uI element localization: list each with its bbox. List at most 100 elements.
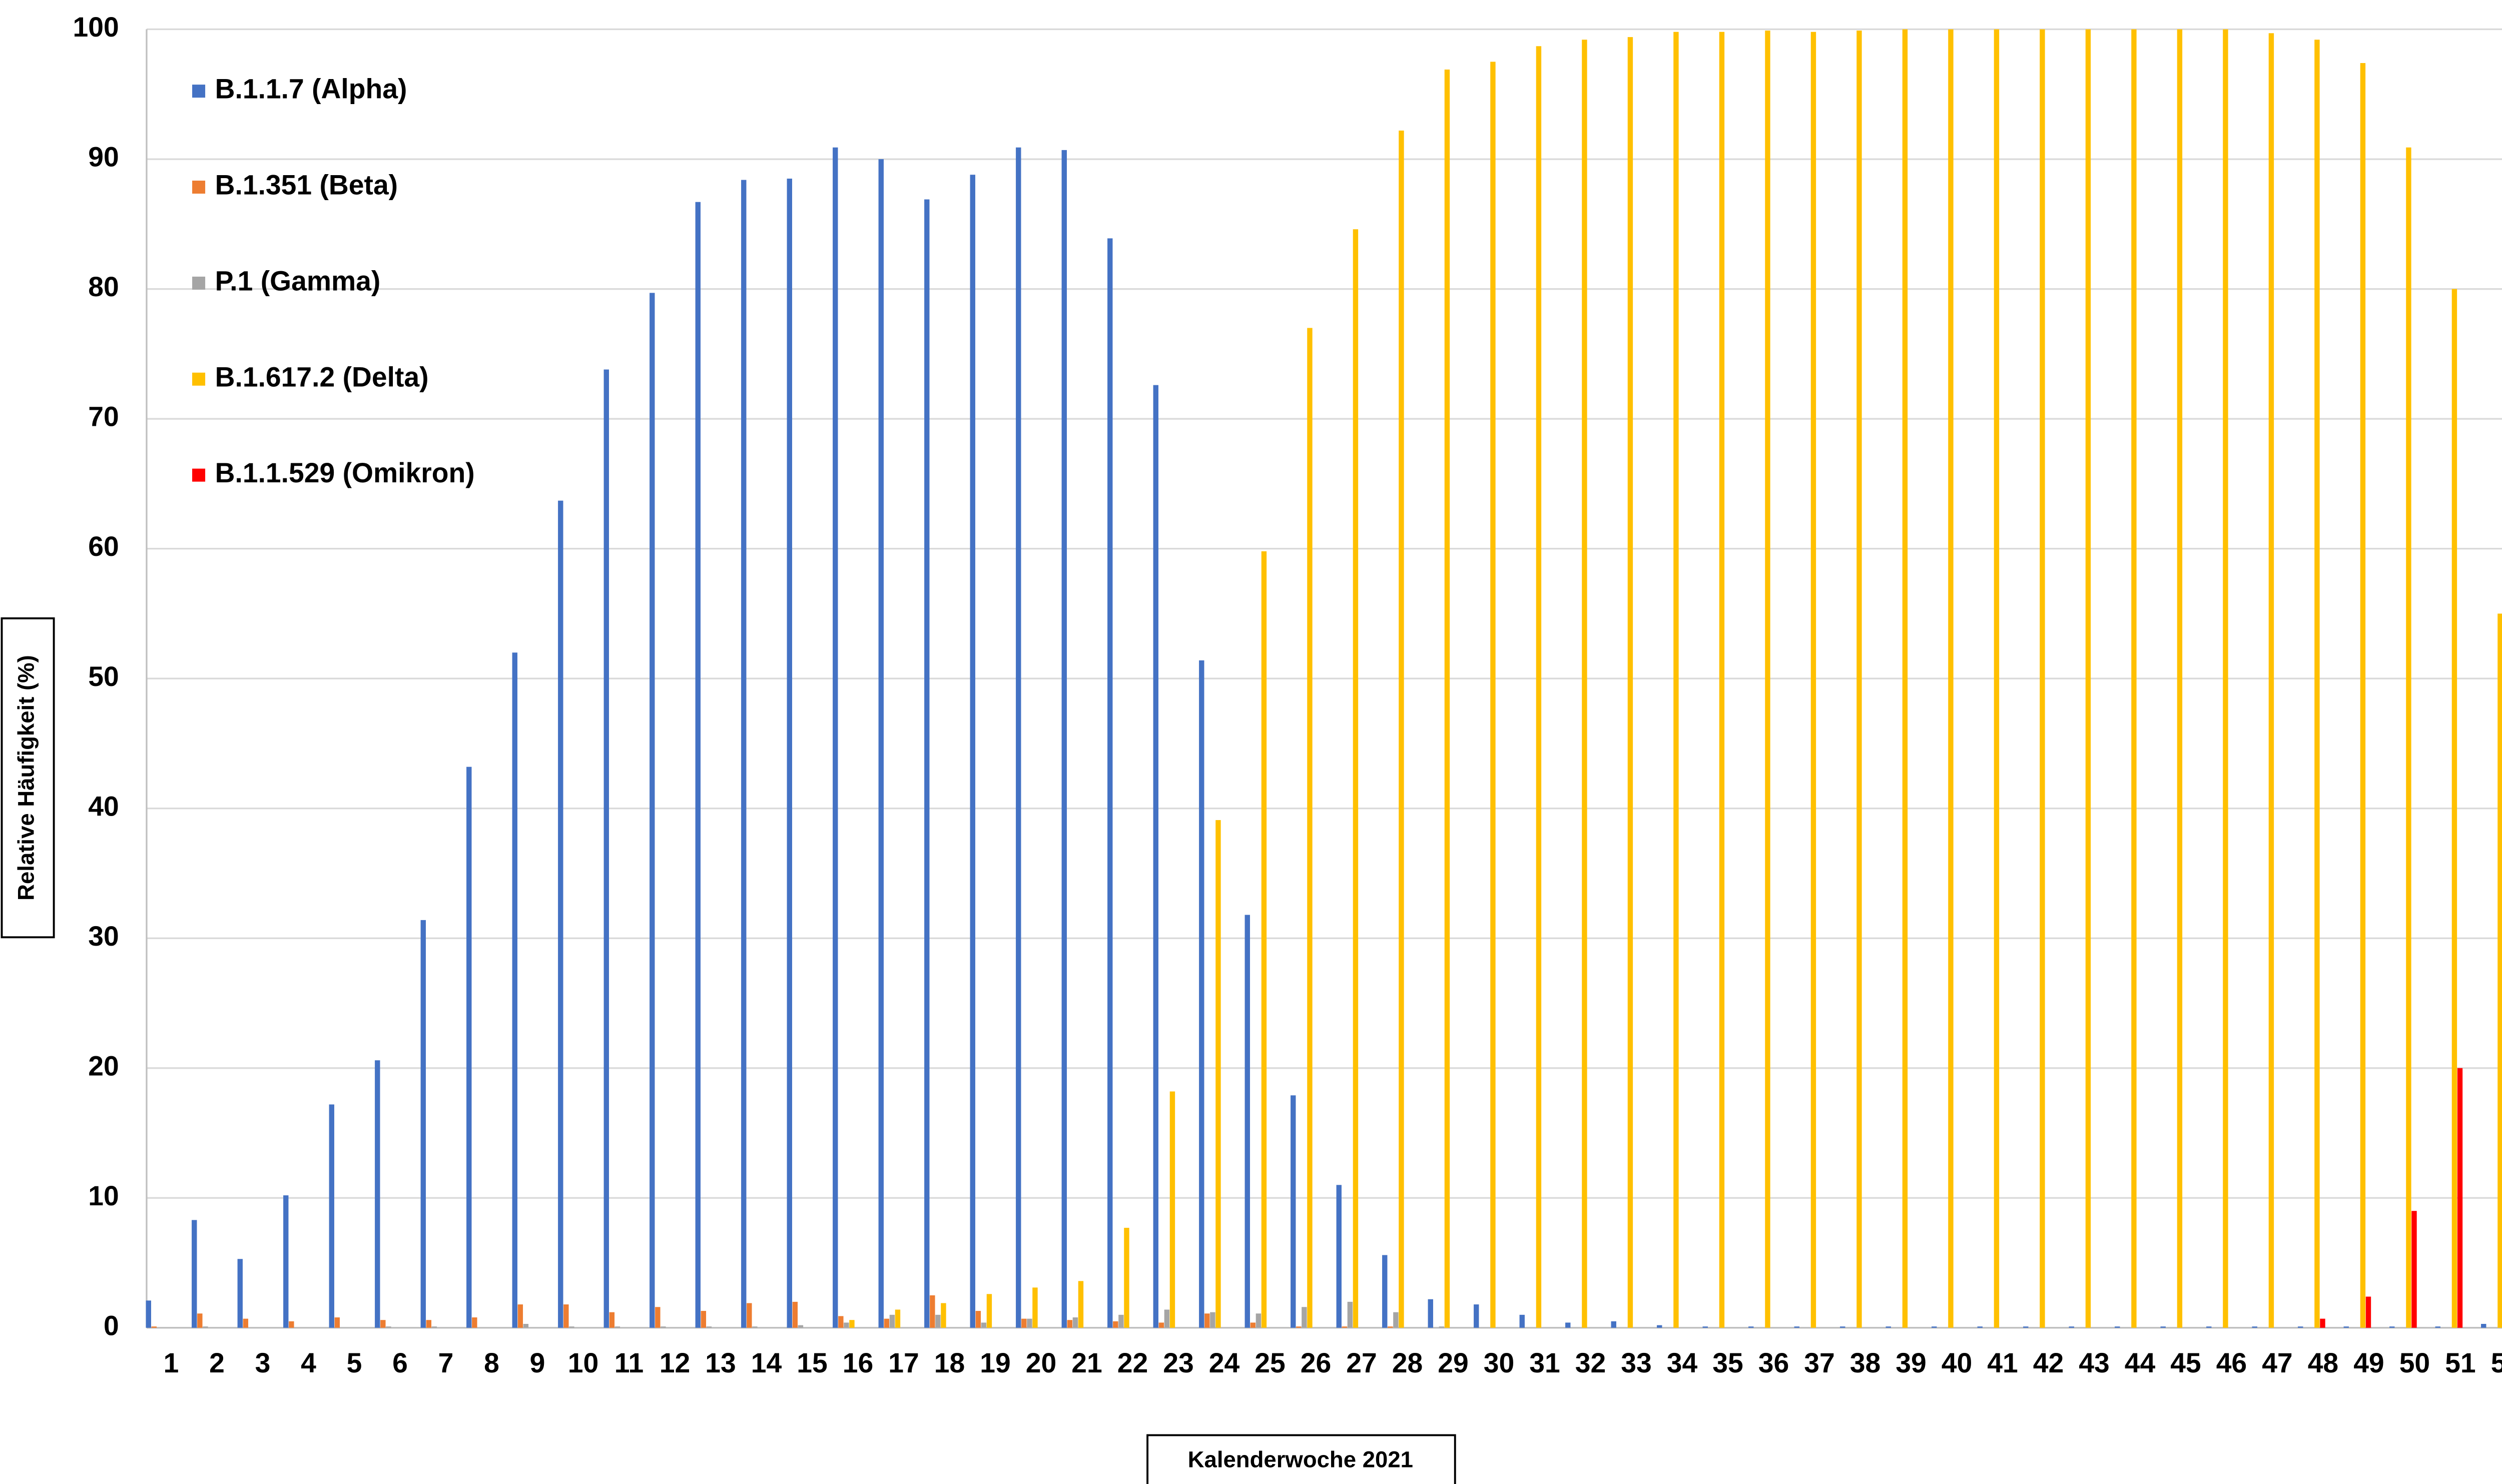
bar	[1336, 1185, 1342, 1328]
y-tick-label: 70	[88, 401, 119, 432]
bar	[1627, 37, 1633, 1328]
bar	[2365, 1296, 2371, 1328]
legend-label: B.1.351 (Beta)	[215, 170, 398, 201]
bar	[1611, 1321, 1616, 1328]
bar	[1536, 46, 1542, 1328]
bar	[334, 1317, 340, 1328]
bar	[2023, 1326, 2029, 1328]
y-tick-label: 10	[88, 1180, 119, 1211]
x-tick-label: 4	[301, 1347, 316, 1378]
bar	[2040, 29, 2045, 1328]
x-tick-label: 8	[484, 1347, 499, 1378]
x-tick-label: 30	[1484, 1347, 1514, 1378]
x-tick-label: 36	[1758, 1347, 1789, 1378]
bar	[1994, 29, 2000, 1328]
x-tick-label: 47	[2262, 1347, 2292, 1378]
bar	[849, 1320, 855, 1328]
bar	[1153, 385, 1158, 1328]
x-tick-label: 35	[1712, 1347, 1743, 1378]
bar	[1027, 1318, 1032, 1328]
bar	[1072, 1317, 1078, 1328]
bar	[1291, 1095, 1296, 1328]
bar	[2320, 1318, 2325, 1328]
y-axis-label: Relative Häufigkeit (%)	[14, 655, 39, 901]
x-tick-label: 1	[164, 1347, 179, 1378]
bar	[1199, 660, 1204, 1328]
bar	[569, 1326, 574, 1328]
bar	[2268, 33, 2274, 1328]
bar	[1032, 1287, 1038, 1328]
bar	[650, 293, 655, 1328]
bar	[1261, 551, 1267, 1328]
bar	[2435, 1326, 2440, 1328]
bar	[2069, 1326, 2074, 1328]
bar	[2411, 1211, 2417, 1328]
bar	[2115, 1326, 2120, 1328]
bar	[752, 1326, 758, 1328]
x-tick-label: 20	[1026, 1347, 1056, 1378]
x-tick-label: 39	[1896, 1347, 1926, 1378]
bar	[1794, 1326, 1799, 1328]
bar	[1158, 1322, 1164, 1328]
bar	[517, 1304, 523, 1328]
x-tick-label: 28	[1392, 1347, 1423, 1378]
bar	[472, 1317, 477, 1328]
y-tick-label: 20	[88, 1050, 119, 1081]
legend-label: B.1.617.2 (Delta)	[215, 361, 429, 392]
bar	[838, 1316, 844, 1328]
bar	[1399, 130, 1404, 1328]
y-label-box	[1, 617, 55, 939]
bar	[2223, 29, 2228, 1328]
x-tick-label: 18	[934, 1347, 965, 1378]
bar	[1428, 1299, 1433, 1328]
bar	[1164, 1309, 1170, 1328]
bar	[1856, 31, 1862, 1328]
bar	[2457, 1068, 2463, 1328]
legend-label: P.1 (Gamma)	[215, 265, 381, 296]
legend-swatch	[192, 372, 206, 386]
legend-swatch	[192, 85, 206, 98]
bar	[375, 1060, 380, 1328]
bar	[981, 1322, 987, 1328]
bar	[1078, 1281, 1084, 1328]
bar	[2406, 147, 2411, 1328]
x-tick-label: 42	[2033, 1347, 2064, 1378]
bar	[609, 1312, 615, 1328]
bar	[1393, 1312, 1399, 1328]
bar	[1519, 1314, 1525, 1328]
y-tick-label: 60	[88, 531, 119, 562]
bar	[431, 1326, 437, 1328]
x-tick-label: 21	[1071, 1347, 1102, 1378]
y-tick-label: 30	[88, 921, 119, 952]
y-tick-label: 40	[88, 791, 119, 822]
bar	[701, 1311, 707, 1328]
bar	[935, 1314, 941, 1328]
bar	[930, 1295, 935, 1328]
x-tick-label: 23	[1163, 1347, 1193, 1378]
bar	[289, 1321, 294, 1328]
bar	[975, 1311, 981, 1328]
bar	[1932, 1326, 1937, 1328]
x-tick-label: 50	[2399, 1347, 2430, 1378]
bar	[941, 1303, 946, 1328]
x-tick-label: 52	[2491, 1347, 2502, 1378]
bar	[1302, 1307, 1307, 1328]
bar	[1113, 1321, 1118, 1328]
legend-label: B.1.1.7 (Alpha)	[215, 74, 407, 105]
x-tick-label: 38	[1850, 1347, 1881, 1378]
bar	[2343, 1326, 2349, 1328]
bar	[895, 1309, 901, 1328]
bar	[2085, 29, 2091, 1328]
y-tick-label: 100	[73, 12, 119, 43]
bar	[747, 1303, 752, 1328]
bar	[1215, 820, 1221, 1328]
x-tick-label: 44	[2125, 1347, 2156, 1378]
x-tick-label: 13	[705, 1347, 736, 1378]
x-tick-label: 3	[255, 1347, 271, 1378]
bar	[1067, 1320, 1073, 1328]
x-tick-label: 6	[392, 1347, 408, 1378]
y-tick-label: 80	[88, 271, 119, 302]
bar	[512, 652, 517, 1328]
